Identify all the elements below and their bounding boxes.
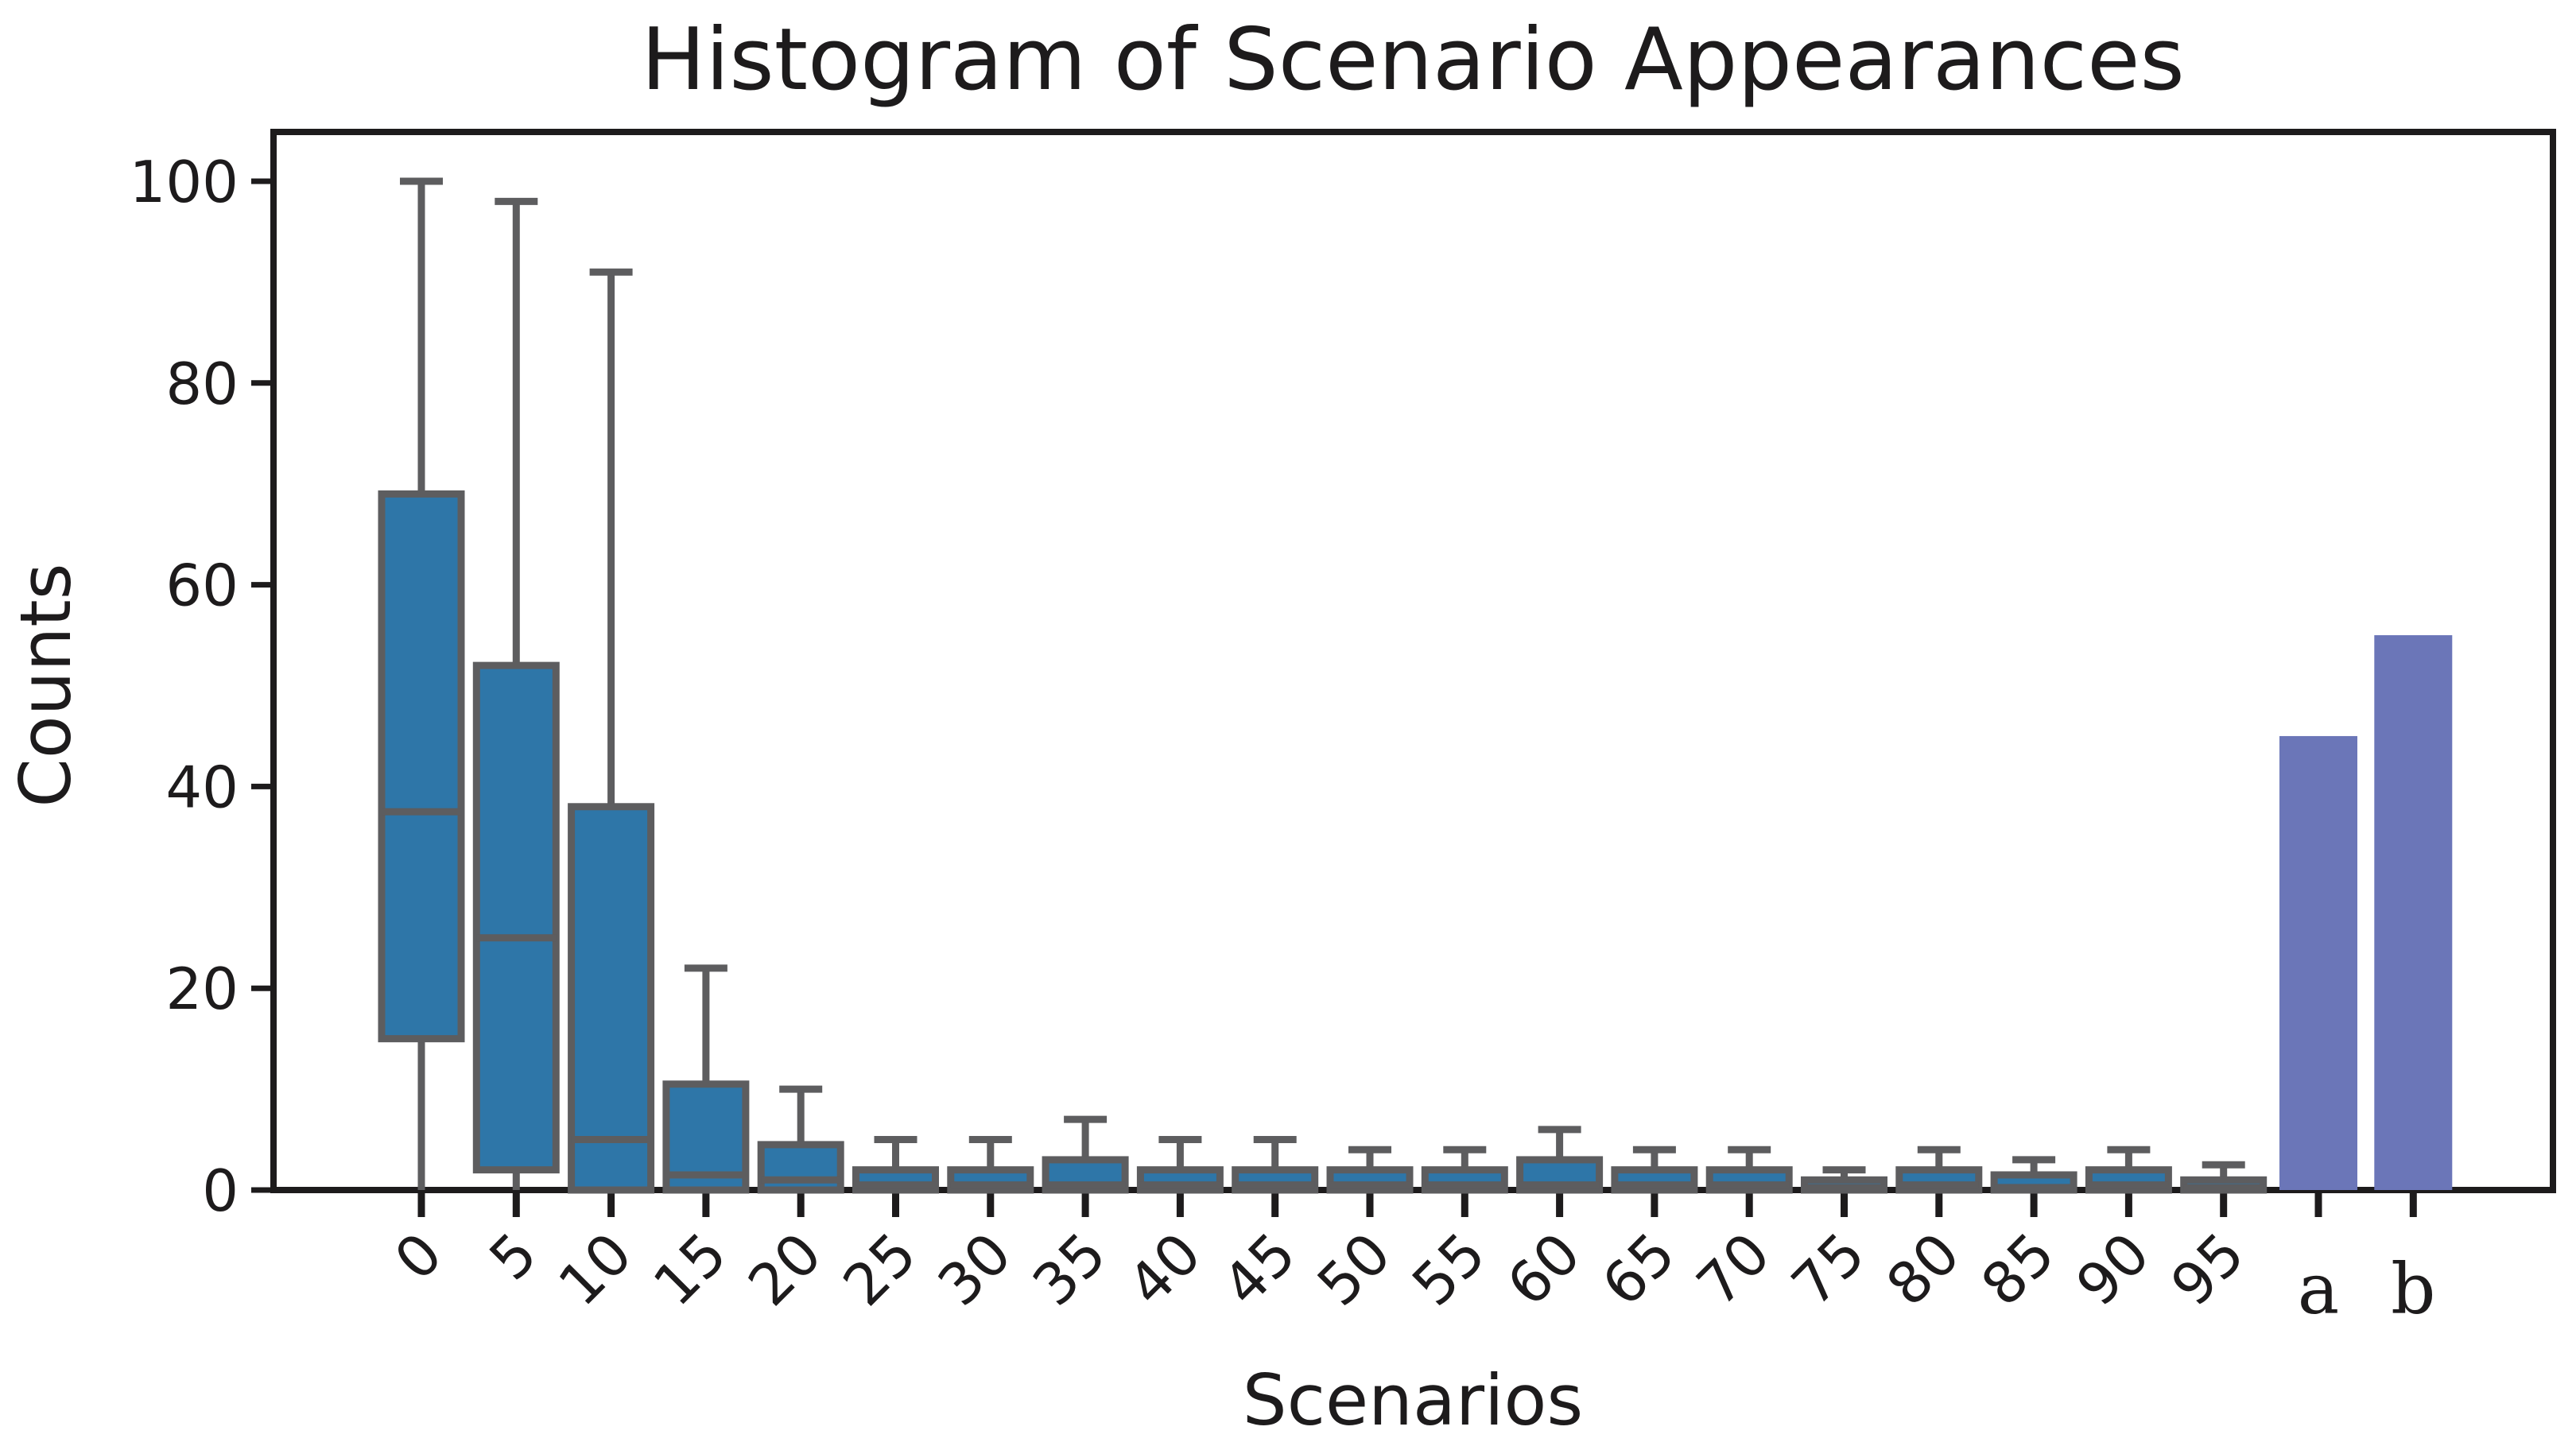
boxplot-15 [662,964,750,1194]
x-tick-label-15: 15 [641,1220,739,1319]
y-tick-label-80: 80 [165,351,239,417]
boxplot-85 [1990,1156,2077,1194]
boxplot-5 [472,197,560,1190]
x-tick-label-55: 55 [1399,1220,1498,1319]
bar-b [2374,635,2453,1190]
x-tick-label-65: 65 [1589,1220,1688,1319]
x-tick-label-b: b [2391,1248,2435,1330]
boxplot-95 [2180,1161,2268,1194]
x-tick-label-20: 20 [735,1220,834,1319]
x-axis-label: Scenarios [1243,1359,1583,1441]
x-tick-label-30: 30 [925,1220,1024,1319]
x-tick-label-35: 35 [1020,1220,1119,1319]
boxplot-25 [852,1136,939,1194]
boxplot-50 [1326,1146,1414,1194]
x-tick-label-85: 85 [1969,1220,2067,1319]
x-tick-label-a: a [2298,1248,2339,1330]
boxplot-35 [1042,1115,1129,1194]
x-tick-label-75: 75 [1779,1220,1877,1319]
boxplot-20 [757,1085,844,1194]
boxplot-65 [1611,1146,1698,1194]
boxplot-40 [1136,1136,1224,1194]
box [568,803,655,1194]
x-tick-label-5: 5 [477,1220,550,1293]
y-tick-label-100: 100 [130,149,239,215]
box [378,490,465,1043]
boxplot-0 [378,177,465,1190]
boxplot-75 [1801,1166,1887,1194]
x-tick-label-90: 90 [2063,1220,2162,1319]
boxplot-80 [1895,1146,1983,1194]
x-tick-label-25: 25 [830,1220,929,1319]
x-tick-label-95: 95 [2159,1220,2257,1319]
y-tick-label-40: 40 [165,754,239,820]
x-tick-label-45: 45 [1210,1220,1309,1319]
x-tick-label-10: 10 [545,1220,644,1319]
x-tick-label-50: 50 [1305,1220,1403,1319]
boxplot-10 [568,268,655,1194]
boxplot-60 [1516,1126,1604,1194]
x-tick-label-40: 40 [1115,1220,1213,1319]
box [472,661,560,1174]
boxplot-70 [1705,1146,1793,1194]
chart-title: Histogram of Scenario Appearances [641,10,2185,110]
bar-a [2279,735,2357,1190]
boxplot-30 [947,1136,1034,1194]
y-tick-label-20: 20 [165,956,239,1022]
y-tick-label-0: 0 [202,1157,239,1224]
x-tick-label-80: 80 [1874,1220,1973,1319]
boxplot-45 [1232,1136,1319,1194]
x-tick-label-70: 70 [1684,1220,1783,1319]
x-tick-label-0: 0 [382,1220,455,1293]
y-tick-label-60: 60 [165,552,239,619]
x-tick-label-60: 60 [1494,1220,1593,1319]
boxplot-90 [2085,1146,2172,1194]
boxplot-55 [1421,1146,1508,1194]
y-axis-label: Counts [5,563,87,807]
